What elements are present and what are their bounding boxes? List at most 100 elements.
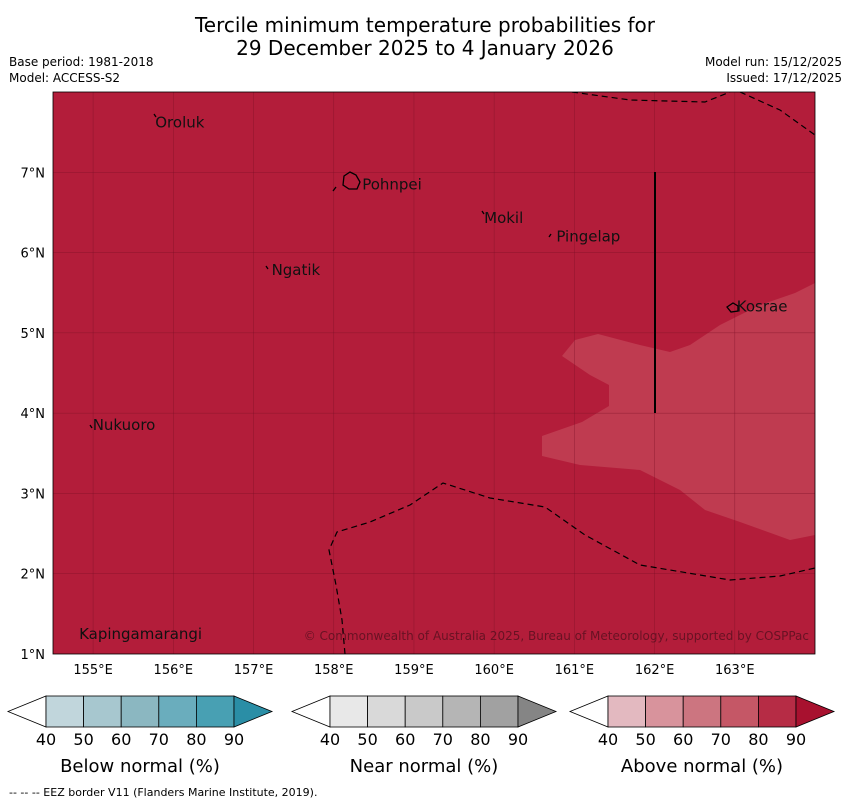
legend-swatch: [83, 695, 122, 728]
place-label-pingelap: Pingelap: [556, 228, 620, 246]
eez-border-northeast: [739, 92, 815, 136]
meta-left: Base period: 1981-2018 Model: ACCESS-S2: [9, 54, 154, 86]
place-label-mokil: Mokil: [484, 209, 523, 227]
legend-extend-low: [290, 695, 331, 728]
legend-extend-high: [795, 695, 836, 728]
legend-swatch: [329, 695, 368, 728]
issued-date: Issued: 17/12/2025: [726, 71, 842, 85]
kosrae-island: [726, 302, 739, 313]
legend-tick-label: 50: [357, 730, 377, 749]
pohnpei-islet: [332, 186, 337, 192]
above-normal-70-region: [542, 283, 815, 540]
legend-extend-low: [6, 695, 47, 728]
legend-swatch: [158, 695, 197, 728]
legend-extend-low: [568, 695, 609, 728]
legend-swatch: [758, 695, 797, 728]
lat-tick-label: 1°N: [21, 648, 46, 663]
legend-tick-label: 40: [36, 730, 56, 749]
eez-border-south: [328, 482, 815, 654]
legend-swatch: [682, 695, 722, 728]
mokil-atoll: [481, 210, 485, 215]
place-label-pohnpei: Pohnpei: [362, 175, 422, 193]
ngatik-atoll: [265, 265, 269, 270]
islands: [81, 113, 739, 636]
place-label-kosrae: Kosrae: [737, 297, 788, 315]
legend-swatch: [645, 695, 684, 728]
legend-tick-label: 80: [186, 730, 206, 749]
copyright-notice: © Commonwealth of Australia 2025, Bureau…: [304, 629, 809, 643]
legend-swatch: [720, 695, 759, 728]
legend-tick-label: 40: [320, 730, 340, 749]
legend-swatch: [404, 695, 444, 728]
lon-tick-label: 162°E: [635, 663, 675, 678]
place-label-ngatik: Ngatik: [272, 261, 321, 279]
title-line-2: 29 December 2025 to 4 January 2026: [236, 36, 614, 60]
lon-tick-label: 156°E: [154, 663, 194, 678]
legend-tick-label: 50: [73, 730, 93, 749]
place-label-oroluk: Oroluk: [155, 114, 204, 132]
lat-tick-label: 4°N: [21, 407, 46, 422]
nukuoro-atoll: [89, 424, 93, 429]
lon-tick-label: 157°E: [234, 663, 274, 678]
lat-tick-label: 6°N: [21, 247, 46, 262]
legend-tick-label: 80: [470, 730, 490, 749]
legend-title: Above normal (%): [621, 756, 783, 777]
lat-tick-label: 7°N: [21, 166, 46, 181]
legend-extend-high: [517, 695, 558, 728]
lon-tick-label: 155°E: [73, 663, 113, 678]
legend-tick-label: 90: [508, 730, 528, 749]
lon-tick-label: 161°E: [555, 663, 595, 678]
legend-tick-label: 90: [224, 730, 244, 749]
legend-tick-label: 80: [748, 730, 768, 749]
lat-tick-label: 3°N: [21, 487, 46, 502]
meta-right: Model run: 15/12/2025 Issued: 17/12/2025: [705, 54, 842, 86]
legend-near: 40 50 60 70 80 90 Near normal (%): [290, 695, 558, 777]
map-title: Tercile minimum temperature probabilitie…: [0, 14, 850, 60]
lat-tick-label: 5°N: [21, 327, 46, 342]
lon-tick-label: 160°E: [474, 663, 514, 678]
lon-tick-label: 158°E: [314, 663, 354, 678]
legend-title: Near normal (%): [350, 756, 499, 777]
legend-tick-label: 60: [395, 730, 415, 749]
legend-title: Below normal (%): [60, 756, 220, 777]
model-run: Model run: 15/12/2025: [704, 55, 842, 69]
legend-tick-label: 60: [673, 730, 693, 749]
title-line-1: Tercile minimum temperature probabilitie…: [194, 13, 656, 37]
legend-tick-label: 70: [711, 730, 731, 749]
place-label-nukuoro: Nukuoro: [93, 416, 156, 434]
legend-swatch: [607, 695, 646, 728]
place-label-kapingamarangi: Kapingamarangi: [79, 625, 202, 643]
model-name: Model: ACCESS-S2: [9, 71, 121, 85]
longitude-axis: 155°E 156°E 157°E 158°E 159°E 160°E 161°E 162°E…: [73, 663, 754, 678]
legend-tick-label: 50: [635, 730, 655, 749]
eez-footnote: -- -- -- EEZ border V11 (Flanders Marine…: [9, 786, 318, 799]
legend-tick-label: 40: [598, 730, 618, 749]
legend-tick-label: 70: [149, 730, 169, 749]
lon-tick-label: 163°E: [715, 663, 755, 678]
legend-tick-label: 90: [786, 730, 806, 749]
lat-tick-label: 2°N: [21, 568, 46, 583]
oroluk-atoll: [153, 113, 157, 118]
latitude-axis: 1°N 2°N 3°N 4°N 5°N 6°N 7°N: [21, 166, 46, 663]
legend-swatch: [45, 695, 84, 728]
legend-swatch: [479, 695, 519, 728]
legend-swatch: [195, 695, 235, 728]
legend-swatch: [442, 695, 481, 728]
base-period: Base period: 1981-2018: [9, 55, 154, 69]
pingelap-atoll: [548, 233, 552, 238]
place-labels: Oroluk Pohnpei Mokil Pingelap Ngatik Kosrae Nu…: [79, 114, 787, 643]
map-frame: [52, 91, 816, 655]
legend-swatch: [120, 695, 160, 728]
lon-tick-label: 159°E: [394, 663, 434, 678]
legend-tick-label: 70: [433, 730, 453, 749]
legend-swatch: [367, 695, 406, 728]
legend-extend-high: [233, 695, 274, 728]
legend-tick-label: 60: [111, 730, 131, 749]
pohnpei-island: [342, 171, 361, 190]
eez-borders: [328, 92, 815, 654]
kapingamarangi-atoll: [81, 631, 85, 636]
